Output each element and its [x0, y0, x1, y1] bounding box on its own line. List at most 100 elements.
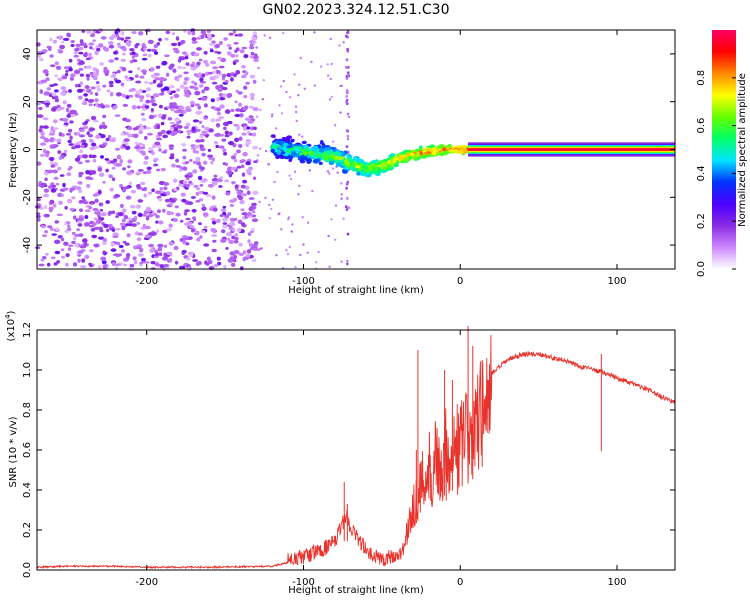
noise-speck	[336, 171, 339, 174]
noise-speck	[115, 241, 121, 246]
noise-speck	[180, 39, 186, 44]
noise-speck	[49, 130, 54, 134]
noise-speck	[243, 85, 248, 90]
signal-speck	[411, 149, 415, 153]
noise-speck	[228, 222, 234, 226]
noise-speck	[122, 47, 127, 52]
signal-speck	[326, 149, 330, 155]
noise-speck	[294, 110, 298, 114]
noise-speck	[198, 120, 203, 125]
noise-speck	[103, 47, 110, 52]
noise-speck	[54, 89, 59, 93]
noise-speck	[223, 151, 228, 156]
noise-speck	[252, 132, 257, 137]
noise-speck	[128, 217, 133, 221]
noise-speck	[345, 65, 348, 69]
noise-speck	[68, 67, 73, 72]
noise-speck	[144, 155, 149, 160]
noise-speck	[111, 228, 115, 232]
noise-speck	[215, 123, 221, 128]
noise-speck	[334, 204, 338, 207]
noise-speck	[169, 121, 176, 125]
noise-speck	[252, 106, 259, 112]
noise-speck	[165, 228, 173, 232]
noise-speck	[182, 180, 188, 185]
noise-speck	[245, 81, 250, 85]
noise-speck	[110, 248, 117, 252]
noise-speck	[58, 156, 62, 160]
noise-speck	[191, 126, 196, 131]
noise-speck	[270, 207, 273, 211]
noise-speck	[53, 176, 59, 180]
noise-speck	[100, 212, 107, 217]
noise-speck	[153, 157, 159, 162]
noise-speck	[151, 48, 157, 53]
noise-speck	[82, 238, 88, 243]
noise-speck	[345, 58, 349, 62]
noise-speck	[346, 30, 350, 34]
noise-speck	[122, 52, 126, 56]
noise-speck	[197, 175, 203, 181]
noise-speck	[174, 110, 181, 114]
noise-speck	[88, 206, 93, 210]
noise-speck	[80, 265, 87, 269]
noise-speck	[112, 72, 116, 78]
noise-speck	[54, 250, 61, 255]
noise-speck	[85, 85, 90, 89]
snr-x-label: Height of straight line (km)	[288, 585, 424, 596]
noise-speck	[340, 260, 343, 263]
noise-speck	[50, 163, 56, 168]
noise-speck	[228, 32, 234, 36]
noise-speck	[48, 132, 56, 136]
signal-speck	[314, 153, 321, 157]
noise-speck	[217, 89, 223, 92]
noise-speck	[215, 144, 220, 149]
noise-speck	[170, 153, 175, 157]
noise-speck	[224, 179, 230, 183]
noise-speck	[199, 139, 205, 143]
noise-speck	[346, 134, 350, 138]
noise-speck	[53, 83, 58, 86]
noise-speck	[61, 40, 65, 44]
signal-speck	[301, 140, 307, 145]
noise-speck	[198, 198, 204, 202]
noise-speck	[142, 107, 147, 111]
noise-speck	[100, 155, 104, 159]
noise-speck	[101, 124, 108, 129]
signal-speck	[418, 156, 422, 159]
noise-speck	[98, 236, 105, 240]
noise-speck	[145, 126, 151, 130]
noise-speck	[153, 249, 159, 253]
noise-speck	[280, 228, 283, 231]
noise-speck	[82, 42, 87, 47]
noise-speck	[233, 42, 239, 45]
noise-speck	[158, 220, 164, 225]
signal-speck	[301, 157, 305, 160]
noise-speck	[144, 105, 150, 109]
noise-speck	[54, 74, 58, 78]
noise-speck	[213, 174, 218, 178]
noise-speck	[326, 63, 329, 66]
noise-speck	[313, 31, 316, 34]
noise-speck	[177, 183, 185, 187]
noise-speck	[103, 66, 108, 72]
noise-speck	[74, 157, 81, 162]
noise-speck	[77, 258, 81, 263]
noise-speck	[299, 253, 302, 257]
noise-speck	[94, 50, 99, 56]
noise-speck	[183, 237, 190, 241]
noise-speck	[51, 92, 57, 97]
noise-speck	[74, 243, 79, 248]
signal-speck	[365, 169, 371, 172]
noise-speck	[234, 113, 241, 118]
noise-speck	[93, 226, 101, 230]
noise-speck	[117, 44, 121, 49]
signal-speck	[270, 148, 275, 153]
noise-speck	[120, 37, 125, 41]
noise-speck	[70, 73, 76, 78]
noise-speck	[95, 81, 100, 85]
noise-speck	[73, 69, 81, 75]
noise-speck	[152, 144, 157, 149]
noise-speck	[219, 176, 223, 180]
noise-speck	[171, 90, 176, 93]
